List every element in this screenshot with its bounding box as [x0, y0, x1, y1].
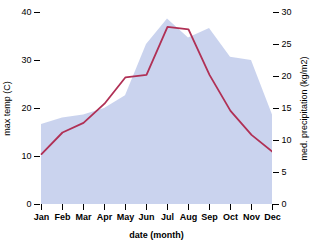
svg-text:Oct: Oct — [223, 212, 238, 222]
svg-text:May: May — [117, 212, 135, 222]
svg-text:Mar: Mar — [75, 212, 92, 222]
svg-text:30: 30 — [21, 55, 31, 65]
svg-text:Jul: Jul — [161, 212, 174, 222]
svg-text:date (month): date (month) — [129, 230, 184, 240]
svg-text:0: 0 — [26, 199, 31, 209]
svg-text:20: 20 — [21, 103, 31, 113]
svg-text:5: 5 — [282, 167, 287, 177]
svg-text:15: 15 — [282, 103, 292, 113]
svg-text:max temp (C): max temp (C) — [2, 81, 12, 136]
svg-text:25: 25 — [282, 39, 292, 49]
svg-text:Jan: Jan — [34, 212, 50, 222]
svg-text:40: 40 — [21, 7, 31, 17]
svg-text:20: 20 — [282, 71, 292, 81]
svg-text:Feb: Feb — [54, 212, 71, 222]
svg-text:Dec: Dec — [264, 212, 281, 222]
svg-text:Apr: Apr — [97, 212, 113, 222]
svg-text:Jun: Jun — [138, 212, 154, 222]
svg-text:Nov: Nov — [243, 212, 260, 222]
svg-text:0: 0 — [282, 199, 287, 209]
svg-text:30: 30 — [282, 7, 292, 17]
svg-text:10: 10 — [282, 135, 292, 145]
svg-text:Sep: Sep — [201, 212, 218, 222]
svg-text:Aug: Aug — [180, 212, 198, 222]
svg-text:10: 10 — [21, 151, 31, 161]
svg-text:med. precipitation (kg/m2): med. precipitation (kg/m2) — [299, 56, 309, 160]
